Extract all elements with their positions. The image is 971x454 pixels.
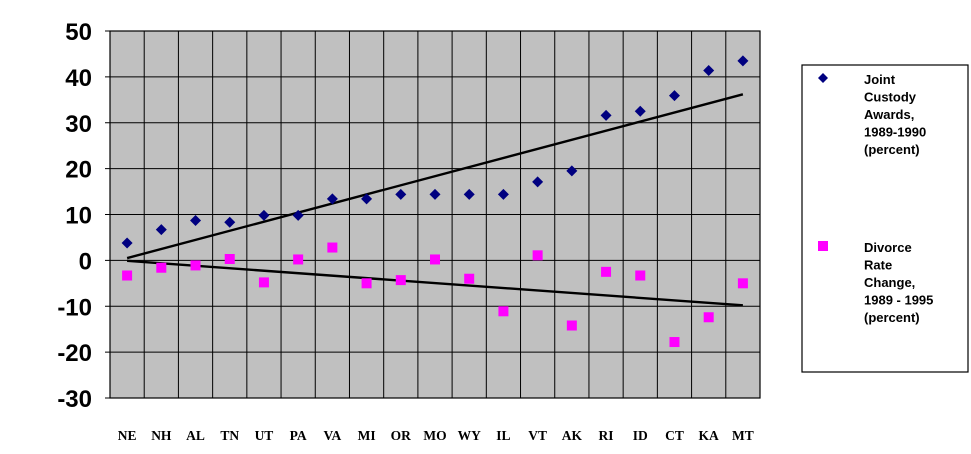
- data-point-KA: [703, 312, 714, 323]
- data-point-NE: [121, 237, 133, 249]
- x-tick-label: NH: [151, 428, 172, 443]
- y-tick-label: 10: [65, 203, 92, 230]
- data-point-VA: [326, 193, 338, 205]
- data-point-AK: [566, 320, 577, 331]
- x-tick-label: PA: [290, 428, 307, 443]
- data-point-TN: [224, 216, 236, 228]
- data-point-VT: [532, 176, 544, 188]
- x-tick-label: KA: [699, 428, 720, 443]
- data-point-TN: [224, 253, 235, 264]
- data-point-AL: [190, 214, 202, 226]
- y-tick-label: 40: [65, 65, 92, 92]
- data-point-UT: [258, 277, 269, 288]
- data-point-MI: [361, 278, 372, 289]
- legend-label-line: Custody: [864, 90, 917, 105]
- data-point-PA: [292, 209, 304, 221]
- data-point-PA: [293, 254, 304, 265]
- x-tick-label: NE: [118, 428, 137, 443]
- x-tick-label: ID: [633, 428, 648, 443]
- legend-label-line: 1989 - 1995: [864, 293, 933, 308]
- data-point-MI: [361, 193, 373, 205]
- trendline-1: [126, 93, 744, 260]
- data-point-WY: [463, 188, 475, 200]
- series-1: [121, 55, 749, 260]
- data-point-VT: [532, 250, 543, 261]
- data-point-AK: [566, 165, 578, 177]
- data-point-KA: [703, 64, 715, 76]
- data-point-MO: [430, 254, 440, 265]
- data-point-OR: [395, 188, 407, 200]
- x-tick-label: AL: [186, 428, 205, 443]
- x-tick-label: UT: [255, 428, 274, 443]
- x-tick-label: VA: [323, 428, 341, 443]
- data-marks: [121, 55, 749, 348]
- legend-label-line: Change,: [864, 275, 915, 290]
- series-2: [122, 242, 748, 348]
- legend-label-line: Rate: [864, 258, 892, 273]
- data-point-NH: [156, 262, 167, 273]
- x-tick-label: WY: [458, 428, 482, 443]
- data-point-IL: [498, 306, 509, 317]
- y-tick-label: 50: [65, 19, 92, 46]
- x-tick-label: AK: [562, 428, 583, 443]
- legend-label-line: (percent): [864, 310, 920, 325]
- legend-entry-1: Joint Custody Awards, 1989-1990 (percent): [818, 72, 926, 157]
- data-point-NH: [155, 224, 167, 236]
- data-point-AL: [190, 260, 201, 271]
- x-tick-label: VT: [528, 428, 547, 443]
- legend: JointCustodyAwards,1989-1990(percent)Div…: [801, 64, 969, 373]
- axes: 50 40 30 20 10 0 -10 -20 -30 NE NH AL TN UT PA VA MI OR MO…: [57, 19, 753, 443]
- plot-area: [109, 30, 761, 399]
- x-tick-label: MO: [423, 428, 446, 443]
- data-point-NE: [122, 270, 133, 281]
- x-tick-label: TN: [220, 428, 239, 443]
- y-tick-label: 30: [65, 111, 92, 138]
- y-tick-label: 20: [65, 157, 92, 184]
- y-tick-label: -30: [57, 386, 92, 413]
- data-point-MT: [737, 278, 748, 289]
- x-tick-label: RI: [599, 428, 614, 443]
- x-tick-label: MT: [732, 428, 754, 443]
- data-point-ID: [634, 105, 646, 117]
- x-tick-label: MI: [358, 428, 376, 443]
- data-point-MT: [737, 55, 749, 67]
- x-tick-label: OR: [391, 428, 412, 443]
- legend-label-line: Divorce: [864, 240, 912, 255]
- legend-box: [801, 64, 969, 373]
- x-tick-label: CT: [665, 428, 684, 443]
- legend-marker-square: [818, 241, 828, 251]
- legend-label-line: 1989-1990: [864, 125, 926, 140]
- trendline-2: [127, 259, 743, 307]
- legend-entry-2: Divorce Rate Change, 1989 - 1995 (percent): [818, 240, 933, 325]
- data-point-IL: [497, 188, 509, 200]
- y-tick-label: 0: [79, 248, 92, 275]
- x-tick-label: IL: [496, 428, 510, 443]
- data-point-RI: [601, 266, 612, 277]
- legend-label-line: Joint: [864, 72, 896, 87]
- legend-label-line: (percent): [864, 142, 920, 157]
- data-point-CT: [668, 90, 680, 102]
- data-point-RI: [600, 109, 612, 121]
- y-tick-label: -20: [57, 340, 92, 367]
- data-point-ID: [635, 270, 646, 281]
- data-point-WY: [464, 273, 475, 284]
- data-point-MO: [429, 188, 441, 200]
- data-point-VA: [327, 242, 338, 253]
- legend-label-line: Awards,: [864, 107, 914, 122]
- legend-marker-diamond: [818, 73, 828, 83]
- y-tick-label: -10: [57, 294, 92, 321]
- data-point-CT: [669, 337, 680, 348]
- data-point-UT: [258, 209, 270, 221]
- data-point-OR: [395, 275, 406, 286]
